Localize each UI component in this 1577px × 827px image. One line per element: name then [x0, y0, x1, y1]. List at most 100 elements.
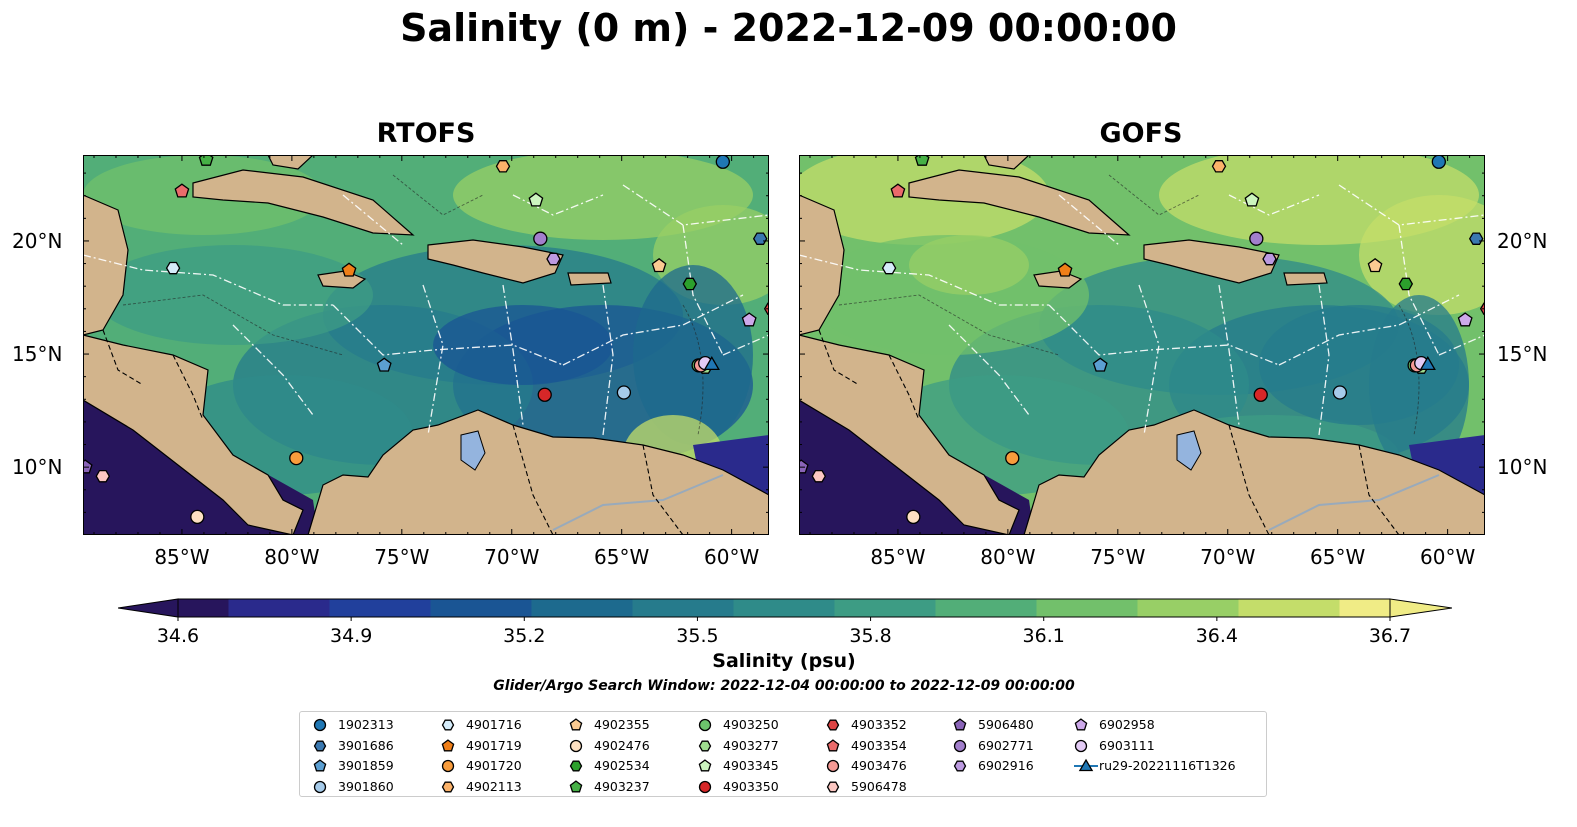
legend-hexagon-icon — [313, 740, 327, 751]
legend-label: 5906480 — [978, 717, 1034, 732]
legend: 1902313 3901686 3901859 3901860 4901716 49017… — [299, 711, 1267, 797]
float-marker-6902958 — [741, 312, 757, 327]
legend-label: 4902534 — [594, 758, 650, 773]
eez-boundary — [622, 184, 769, 226]
eez-boundary — [1338, 184, 1485, 226]
eez-boundary — [602, 284, 614, 436]
salinity-patch — [433, 305, 613, 385]
lake-maracaibo — [460, 430, 486, 471]
legend-circle-icon — [698, 718, 712, 732]
rtofs-salinity-map[interactable] — [83, 155, 769, 535]
float-marker-5906480 — [83, 459, 93, 474]
country-border — [1228, 424, 1270, 535]
eez-boundary — [512, 194, 604, 216]
float-marker-4902113 — [495, 160, 511, 173]
colorbar-tick-label: 35.2 — [503, 625, 546, 647]
float-marker-4901716 — [165, 261, 181, 275]
eez-boundary — [232, 324, 314, 416]
colorbar-tick-label: 35.5 — [676, 625, 719, 647]
x-tick-label: 80°W — [264, 545, 320, 569]
eez-boundary — [1318, 284, 1330, 436]
colorbar-tick-label: 36.1 — [1022, 625, 1065, 647]
float-marker-4902355 — [1367, 257, 1383, 273]
float-marker-4903350 — [1253, 387, 1268, 402]
colorbar-segment — [1339, 599, 1391, 617]
colorbar-segment — [1238, 599, 1290, 617]
legend-label: 4901719 — [466, 737, 522, 753]
salinity-colorbar — [118, 598, 1452, 621]
eez-boundary — [1138, 284, 1160, 436]
legend-label: 1902313 — [338, 717, 394, 732]
river — [552, 474, 724, 531]
eez-boundary — [948, 324, 1030, 416]
land-yucatan — [799, 194, 845, 336]
colorbar-tick-label: 34.6 — [156, 625, 200, 647]
legend-label: 4901720 — [466, 758, 522, 773]
eez-boundary — [682, 224, 724, 356]
land-cuba — [908, 169, 1131, 236]
float-marker-4902534 — [1398, 277, 1414, 291]
legend-pentagon-icon — [569, 779, 583, 792]
figure-title: Salinity (0 m) - 2022-12-09 00:00:00 — [400, 6, 1177, 50]
float-marker-1902313 — [715, 155, 730, 169]
x-tick-label: 70°W — [484, 545, 540, 569]
legend-label: 3901859 — [338, 758, 394, 773]
float-marker-6902916 — [546, 252, 561, 266]
country-border — [172, 354, 204, 421]
float-marker-4903350 — [537, 387, 552, 402]
land-hispaniola — [427, 239, 564, 284]
float-marker-3901859 — [376, 357, 392, 372]
legend-circle-icon — [313, 718, 327, 732]
colorbar-segment — [784, 599, 836, 617]
legend-label: 4903345 — [723, 758, 779, 773]
colorbar-segment — [935, 599, 987, 617]
y-tick-label-left: 10°N — [12, 455, 63, 480]
y-tick-label-right: 15°N — [1497, 342, 1548, 367]
legend-label: 4903350 — [723, 778, 779, 794]
colorbar-segment — [430, 599, 482, 617]
legend-pentagon-icon — [698, 759, 712, 772]
colorbar-segment — [531, 599, 583, 617]
bathymetry-contour — [838, 294, 1060, 356]
float-marker-4901716 — [881, 261, 897, 275]
float-marker-6902916 — [1262, 252, 1277, 266]
glider-marker — [703, 356, 720, 371]
colorbar-outline — [177, 598, 1391, 618]
colorbar-segment — [228, 599, 280, 617]
x-tick-label: 75°W — [374, 545, 430, 569]
legend-label: 4903352 — [851, 717, 907, 732]
y-tick-label-right: 20°N — [1497, 228, 1548, 253]
float-marker-4902355 — [651, 257, 667, 273]
float-marker-4903354 — [174, 183, 190, 198]
colorbar-tick-label: 36.4 — [1195, 625, 1238, 647]
panel-title-rtofs: RTOFS — [376, 118, 476, 149]
float-marker-4903354 — [890, 183, 906, 198]
search-window-caption: Glider/Argo Search Window: 2022-12-04 00… — [493, 678, 1075, 694]
legend-hexagon-icon — [953, 760, 967, 772]
float-marker-1902313 — [1431, 155, 1446, 169]
bathymetry-contour — [1108, 174, 1200, 216]
colorbar-segment — [683, 599, 735, 617]
legend-pentagon-icon — [441, 738, 455, 751]
land-puerto-rico — [567, 272, 612, 286]
float-marker-4903345 — [1244, 192, 1260, 207]
x-tick-label: 80°W — [980, 545, 1036, 569]
legend-label: 6903111 — [1099, 737, 1155, 753]
colorbar-segment — [329, 599, 381, 617]
x-tick-label: 85°W — [154, 545, 210, 569]
legend-hexagon-icon — [441, 719, 455, 731]
legend-pentagon-icon — [826, 738, 840, 751]
legend-pentagon-icon — [953, 718, 967, 731]
colorbar-segment — [178, 599, 230, 617]
legend-pentagon-icon — [569, 718, 583, 731]
x-tick-label: 65°W — [1310, 545, 1366, 569]
country-border — [888, 354, 920, 421]
legend-label: 4902113 — [466, 778, 522, 794]
gofs-salinity-map[interactable] — [799, 155, 1485, 535]
legend-circle-icon — [313, 780, 327, 793]
x-tick-label: 85°W — [870, 545, 926, 569]
legend-label: 4902476 — [594, 737, 650, 753]
bathymetry-contour — [392, 174, 484, 216]
country-border — [642, 444, 684, 535]
colorbar-segment — [1137, 599, 1189, 617]
